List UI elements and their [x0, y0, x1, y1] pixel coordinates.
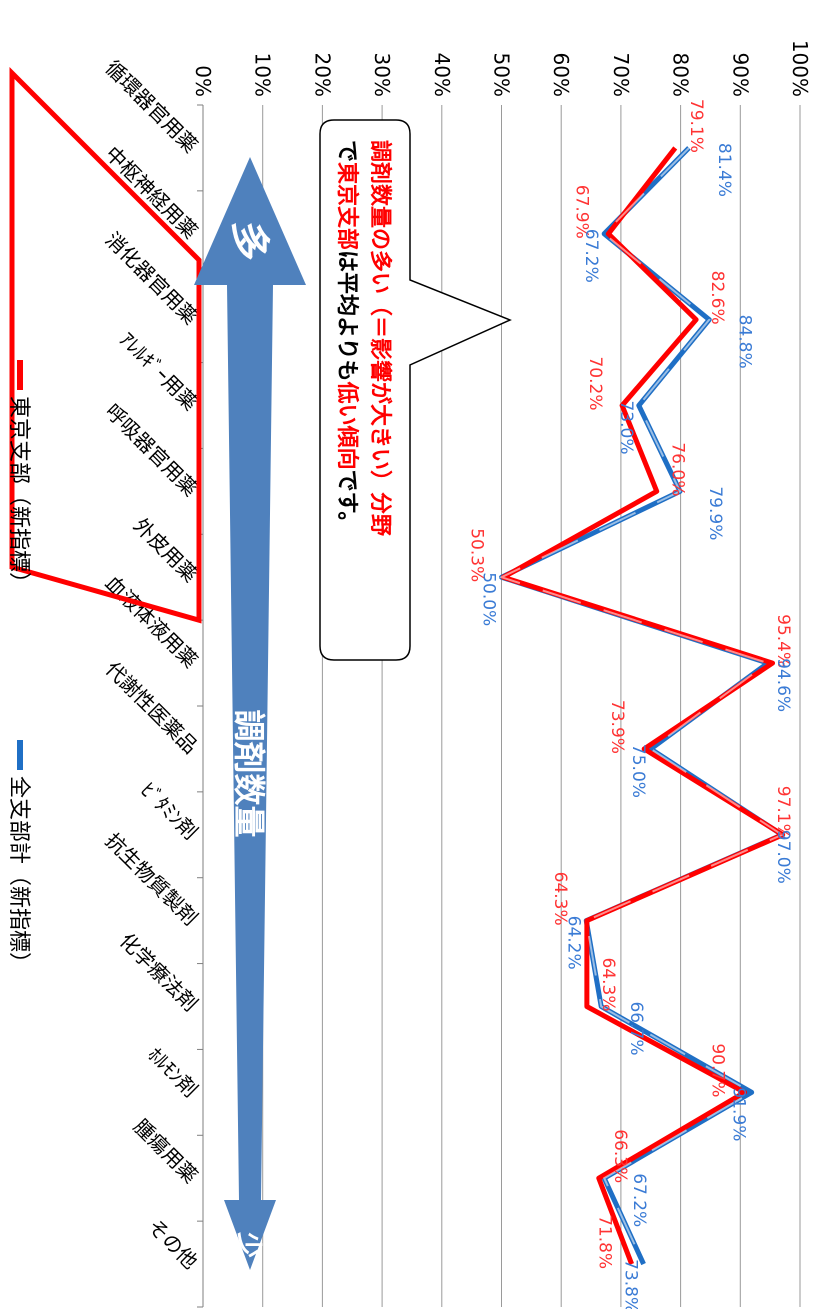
- category-label: 呼吸器官用薬: [101, 399, 203, 501]
- arrow-label: 調剤数量: [230, 709, 268, 837]
- data-label-all-branches: 73.8%: [621, 1259, 641, 1309]
- data-label-tokyo: 82.6%: [707, 271, 727, 325]
- data-label-tokyo: 66.3%: [610, 1129, 630, 1183]
- data-label-all-branches: 50.0%: [479, 572, 499, 626]
- category-label: 外皮用薬: [129, 513, 203, 587]
- y-tick-label: 80%: [669, 53, 693, 97]
- callout-text-segment: 調剤数量の多い（＝影響が大きい）分野: [367, 140, 393, 536]
- callout-text-segment: 東京支部: [334, 162, 360, 250]
- data-label-all-branches: 64.2%: [563, 916, 583, 970]
- legend-label: 全支部計（新指標）: [6, 776, 31, 974]
- data-label-all-branches: 73.0%: [616, 400, 636, 454]
- arrow-low-label: 少: [233, 1231, 263, 1258]
- data-label-tokyo: 90.7%: [707, 1043, 727, 1097]
- y-tick-label: 100%: [788, 40, 812, 97]
- y-tick-label: 90%: [728, 53, 752, 97]
- y-tick-label: 20%: [310, 53, 334, 97]
- data-label-all-branches: 97.0%: [773, 830, 793, 884]
- y-tick-label: 50%: [490, 53, 514, 97]
- callout-text-segment: で: [334, 140, 359, 162]
- rotated-plot: 0% 10% 20% 30% 40% 50% 60% 70% 80% 90% 100%循環器官用薬中…: [6, 40, 812, 1309]
- category-label: 消化器官用薬: [101, 227, 203, 329]
- y-tick-label: 40%: [430, 53, 454, 97]
- data-label-all-branches: 67.2%: [581, 229, 601, 283]
- callout-text-segment: です。: [334, 470, 359, 534]
- legend-label: 東京支部（新指標）: [6, 396, 31, 594]
- data-label-tokyo: 73.9%: [607, 700, 627, 754]
- category-label: その他: [143, 1214, 202, 1273]
- y-tick-label: 70%: [609, 53, 633, 97]
- y-tick-label: 10%: [251, 53, 275, 97]
- data-label-all-branches: 84.8%: [734, 315, 754, 369]
- callout-text-line1: 調剤数量の多い（＝影響が大きい）分野: [367, 140, 393, 536]
- data-label-tokyo: 79.1%: [686, 99, 706, 153]
- data-label-all-branches: 67.2%: [629, 1173, 649, 1227]
- callout-text-line2: で東京支部は平均よりも低い傾向です。: [334, 140, 360, 533]
- callout-text-segment: は平均よりも: [334, 250, 360, 382]
- data-label-all-branches: 81.4%: [714, 143, 734, 197]
- category-label: 化学療法剤: [115, 928, 203, 1016]
- y-tick-label: 0%: [191, 65, 215, 97]
- y-tick-label: 30%: [370, 53, 394, 97]
- data-label-all-branches: 75.0%: [628, 744, 648, 798]
- data-label-tokyo: 71.8%: [595, 1215, 615, 1269]
- data-label-tokyo: 64.3%: [598, 957, 618, 1011]
- category-label: ﾋﾞﾀﾐﾝ剤: [136, 778, 202, 844]
- data-label-tokyo: 76.0%: [668, 442, 688, 496]
- category-label: ｱﾚﾙｷﾞｰ用薬: [115, 327, 203, 415]
- category-label: 代謝性医薬品: [101, 657, 203, 759]
- data-label-all-branches: 94.6%: [773, 658, 793, 712]
- data-label-tokyo: 70.2%: [585, 356, 605, 410]
- category-label: ﾎﾙﾓﾝ剤: [143, 1042, 202, 1101]
- data-label-all-branches: 91.9%: [729, 1087, 749, 1141]
- category-label: 腫瘍用薬: [129, 1114, 203, 1188]
- callout-text-segment: 低い傾向: [334, 381, 360, 470]
- data-label-all-branches: 66.7%: [626, 1001, 646, 1055]
- y-tick-label: 60%: [549, 53, 573, 97]
- category-label: 抗生物質製剤: [101, 828, 203, 930]
- arrow-high-label: 多: [226, 221, 272, 261]
- data-label-all-branches: 79.9%: [705, 486, 725, 540]
